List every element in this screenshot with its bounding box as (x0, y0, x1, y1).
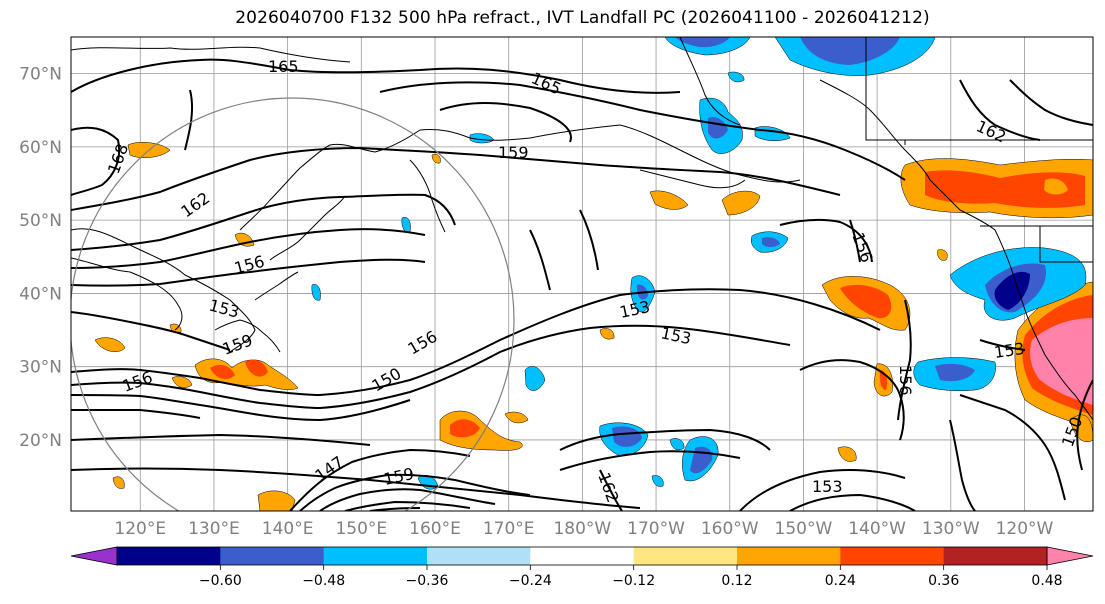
colorbar-tick-label: 0.24 (825, 573, 856, 589)
colorbar-segment (943, 547, 1048, 565)
lon-label: 170°E (483, 519, 535, 539)
contour-label: 156 (896, 365, 915, 396)
lat-label: 30°N (19, 358, 62, 378)
lon-label: 180°W (553, 519, 611, 539)
contour-label: 153 (993, 339, 1026, 362)
lon-label: 150°E (335, 519, 387, 539)
contour-label: 153 (812, 477, 843, 496)
colorbar-tick-label: −0.48 (302, 573, 345, 589)
lat-label: 40°N (19, 284, 62, 304)
coastlines (71, 37, 1093, 421)
contour-label: 159 (498, 143, 529, 162)
lon-label: 170°W (627, 519, 685, 539)
lon-label: 150°W (775, 519, 833, 539)
shaded-fields (94, 37, 1093, 511)
colorbar-extend-low (70, 546, 118, 566)
colorbar-tick-label: 0.12 (721, 573, 752, 589)
lon-label: 160°W (701, 519, 759, 539)
latitude-labels: 70°N 60°N 50°N 40°N 30°N 20°N (19, 65, 62, 451)
colorbar-tick-label: 0.48 (1031, 573, 1062, 589)
colorbar-tick-label: −0.12 (612, 573, 655, 589)
map-border (70, 36, 1094, 512)
colorbar-segment (530, 547, 635, 565)
lon-label: 160°E (409, 519, 461, 539)
lon-label: 130°E (188, 519, 240, 539)
colorbar-segment (737, 547, 841, 565)
lon-label: 140°E (262, 519, 314, 539)
gridlines (71, 37, 1093, 511)
colorbar-tick-label: −0.36 (406, 573, 449, 589)
colorbar: −0.60 −0.48 −0.36 −0.24 −0.12 0.12 0.24 0.36 0.4… (70, 546, 1094, 589)
lat-label: 70°N (19, 65, 62, 85)
lat-label: 20°N (19, 431, 62, 451)
colorbar-segment (633, 547, 738, 565)
colorbar-border (116, 546, 1048, 566)
colorbar-segment (427, 547, 531, 565)
colorbar-segment (220, 547, 325, 565)
colorbar-segment (323, 547, 428, 565)
lon-label: 120°W (996, 519, 1054, 539)
range-circle (71, 97, 515, 511)
map-title: 2026040700 F132 500 hPa refract., IVT La… (235, 8, 930, 28)
lat-label: 60°N (19, 138, 62, 158)
contour-label: 165 (268, 57, 299, 76)
colorbar-segment (840, 547, 945, 565)
longitude-labels: 120°E 130°E 140°E 150°E 160°E 170°E 180°W 170°W… (114, 519, 1053, 539)
colorbar-segment (117, 547, 221, 565)
lon-label: 120°E (114, 519, 166, 539)
lon-label: 130°W (922, 519, 980, 539)
colorbar-tick-label: −0.24 (509, 573, 552, 589)
height-contours (71, 58, 1093, 511)
colorbar-tick-label: 0.36 (928, 573, 959, 589)
lon-label: 140°W (848, 519, 906, 539)
lat-label: 50°N (19, 211, 62, 231)
colorbar-tick-label: −0.60 (199, 573, 242, 589)
colorbar-extend-high (1046, 546, 1094, 566)
